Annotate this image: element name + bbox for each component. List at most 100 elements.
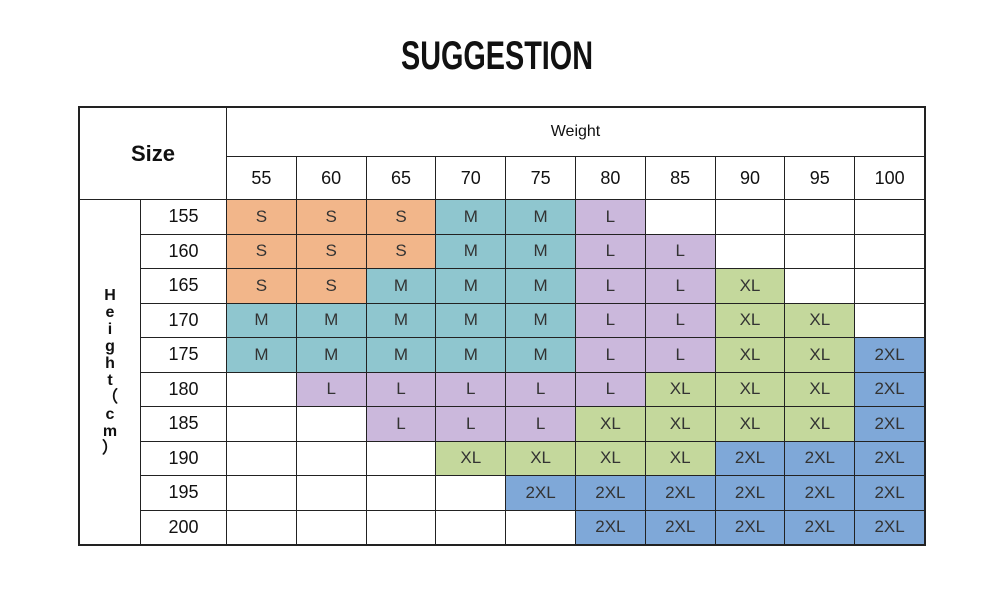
size-cell: 2XL (645, 510, 715, 544)
size-cell: M (296, 338, 366, 372)
size-cell (296, 407, 366, 441)
size-cell (296, 476, 366, 510)
height-row-header: 190 (141, 441, 226, 475)
size-cell: 2XL (785, 441, 855, 475)
size-cell (366, 441, 436, 475)
size-cell (227, 407, 296, 441)
weight-column-header: 60 (296, 157, 366, 199)
size-cell: 2XL (785, 510, 855, 544)
size-cell: M (227, 338, 296, 372)
size-cell: M (366, 303, 436, 337)
size-cell: XL (576, 441, 645, 475)
size-cell: S (296, 234, 366, 268)
height-label-char: （ (101, 389, 118, 406)
size-cell: M (506, 200, 575, 234)
size-cell: M (436, 338, 506, 372)
size-cell: 2XL (855, 372, 924, 406)
height-label-char: e (105, 304, 115, 321)
size-cell: 2XL (715, 476, 785, 510)
size-cell (715, 200, 785, 234)
weight-header: Weight (227, 108, 924, 156)
size-cell (785, 234, 855, 268)
size-cell: L (576, 269, 645, 303)
size-cell: M (436, 303, 506, 337)
weight-column-header: 90 (715, 157, 785, 199)
size-cell (855, 303, 924, 337)
size-cell: S (227, 269, 296, 303)
size-cell: 2XL (785, 476, 855, 510)
size-cell (227, 510, 296, 544)
size-cell: XL (506, 441, 575, 475)
size-cell: S (296, 269, 366, 303)
size-cell: M (506, 269, 575, 303)
size-cell: 2XL (715, 441, 785, 475)
height-row-header: 170 (141, 303, 226, 337)
height-label-char: g (105, 338, 115, 355)
height-label-char: t (107, 372, 113, 389)
weight-column-header: 55 (227, 157, 296, 199)
size-cell: XL (715, 269, 785, 303)
size-cell: 2XL (576, 510, 645, 544)
size-cell: L (436, 372, 506, 406)
height-row-header: 155 (141, 200, 226, 234)
size-cell: M (436, 269, 506, 303)
size-cell: L (506, 407, 575, 441)
size-cell: M (436, 200, 506, 234)
size-cell: L (576, 372, 645, 406)
size-cell (855, 234, 924, 268)
height-row-header: 160 (141, 234, 226, 268)
size-cell: XL (785, 338, 855, 372)
size-cell: L (576, 234, 645, 268)
size-cell: L (366, 407, 436, 441)
size-cell: L (296, 372, 366, 406)
size-cell: L (645, 269, 715, 303)
size-cell (227, 372, 296, 406)
size-cell: S (366, 234, 436, 268)
size-cell: L (506, 372, 575, 406)
size-header: Size (80, 108, 226, 199)
size-cell: 2XL (855, 441, 924, 475)
size-cell (506, 510, 575, 544)
size-cell (436, 476, 506, 510)
size-cell (296, 510, 366, 544)
size-cell: M (366, 338, 436, 372)
size-cell: L (645, 303, 715, 337)
size-cell (785, 200, 855, 234)
height-row-header: 185 (141, 407, 226, 441)
size-cell (855, 200, 924, 234)
height-label-char: c (105, 406, 115, 423)
height-label-char: ） (101, 440, 118, 457)
size-cell: XL (645, 407, 715, 441)
size-cell (715, 234, 785, 268)
size-cell: M (296, 303, 366, 337)
height-row-header: 165 (141, 269, 226, 303)
size-cell: XL (785, 372, 855, 406)
size-cell: S (296, 200, 366, 234)
size-cell: 2XL (855, 407, 924, 441)
size-cell: S (366, 200, 436, 234)
size-cell: L (576, 338, 645, 372)
size-cell: XL (715, 407, 785, 441)
size-cell: L (645, 234, 715, 268)
size-cell: XL (645, 441, 715, 475)
height-row-header: 175 (141, 338, 226, 372)
size-cell: XL (436, 441, 506, 475)
height-label-char: H (104, 287, 116, 304)
size-cell: XL (785, 303, 855, 337)
size-cell: 2XL (576, 476, 645, 510)
size-cell: S (227, 200, 296, 234)
size-cell (227, 476, 296, 510)
size-cell: 2XL (715, 510, 785, 544)
height-row-header: 195 (141, 476, 226, 510)
size-cell (227, 441, 296, 475)
size-cell: XL (715, 338, 785, 372)
size-cell: M (506, 303, 575, 337)
size-cell: 2XL (855, 338, 924, 372)
height-row-header: 200 (141, 510, 226, 544)
size-cell: M (366, 269, 436, 303)
size-cell: XL (715, 372, 785, 406)
size-cell: XL (576, 407, 645, 441)
weight-column-header: 85 (645, 157, 715, 199)
